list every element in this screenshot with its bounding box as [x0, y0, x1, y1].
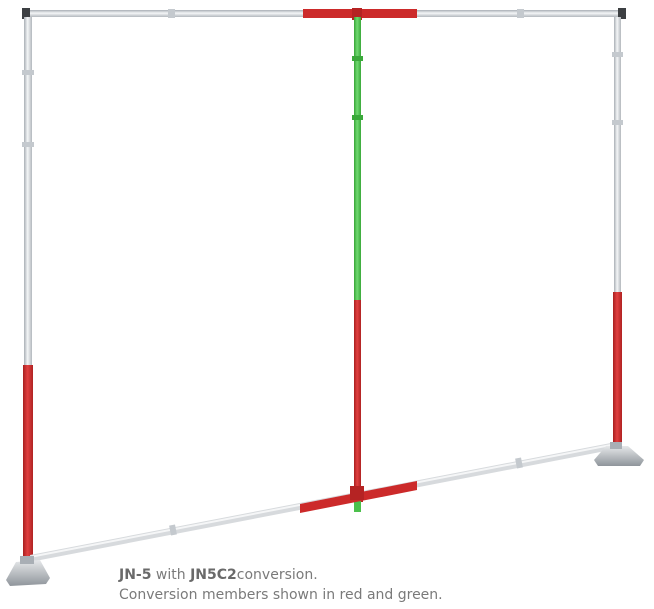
left-upright-red-conversion-member — [23, 365, 33, 565]
center-upright-green-conversion-member — [354, 17, 361, 303]
right-upright — [612, 17, 623, 448]
conversion-kit-name: JN5C2 — [190, 567, 237, 583]
model-name: JN-5 — [119, 567, 152, 583]
right-upright-red-conversion-member — [613, 292, 622, 448]
left-foot — [6, 556, 50, 586]
caption-joiner: with — [151, 567, 191, 583]
top-crossbar — [22, 8, 626, 20]
left-upright — [22, 17, 34, 565]
caption-line-2: Conversion members shown in red and gree… — [119, 587, 443, 603]
center-upright-red-conversion-member — [354, 300, 361, 490]
center-upright — [352, 17, 363, 512]
bottom-crossbar — [30, 442, 616, 562]
figure-caption: JN-5 with JN5C2conversion. Conversion me… — [119, 565, 443, 605]
caption-line-1: JN-5 with JN5C2conversion. — [119, 565, 443, 585]
caption-suffix: conversion. — [236, 567, 318, 583]
right-foot — [594, 442, 644, 466]
